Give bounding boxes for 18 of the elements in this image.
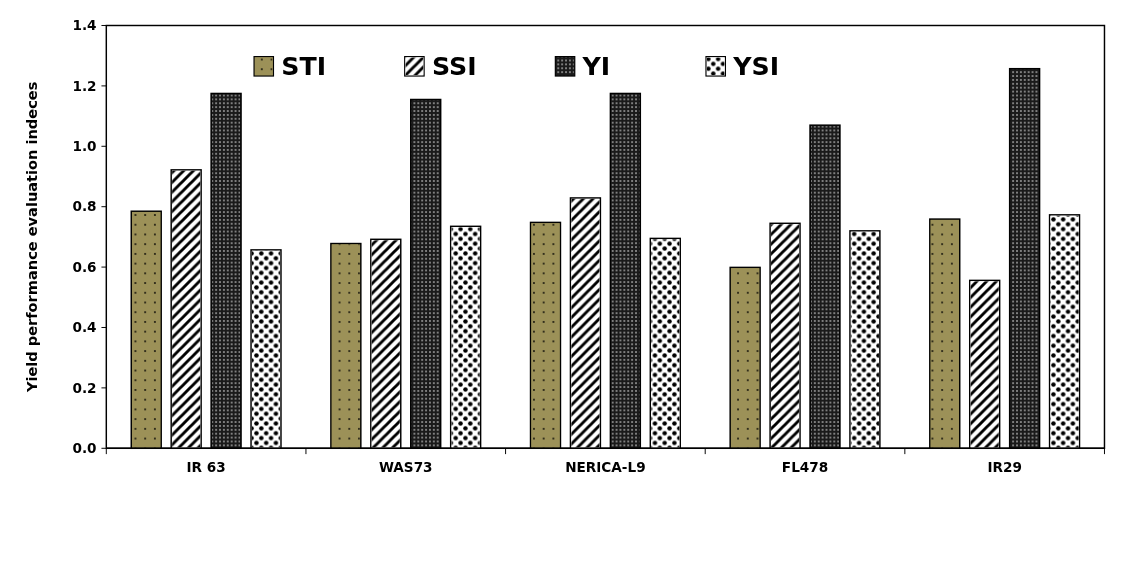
x-tick-label: IR 63 xyxy=(186,458,226,475)
legend-label: YSI xyxy=(732,52,780,82)
x-tick-label: NERICA-L9 xyxy=(565,458,646,475)
y-tick-label: 1.2 xyxy=(72,77,97,94)
legend-label: STI xyxy=(281,52,327,82)
y-tick-label: 1.0 xyxy=(72,138,97,155)
legend-label: SSI xyxy=(431,52,477,82)
y-tick-label: 0.0 xyxy=(72,440,97,457)
y-tick-label: 0.2 xyxy=(72,379,97,396)
legend-label: YI xyxy=(581,52,611,82)
y-axis-title: Yield performance evaluation indeces xyxy=(23,81,41,394)
y-tick-label: 0.8 xyxy=(72,198,97,215)
x-tick-label: WAS73 xyxy=(378,458,433,475)
y-tick-label: 1.4 xyxy=(72,17,97,34)
y-tick-label: 0.6 xyxy=(72,258,97,275)
x-tick-label: FL478 xyxy=(781,458,829,475)
x-tick-label: IR29 xyxy=(987,458,1022,475)
y-tick-label: 0.4 xyxy=(72,319,97,336)
